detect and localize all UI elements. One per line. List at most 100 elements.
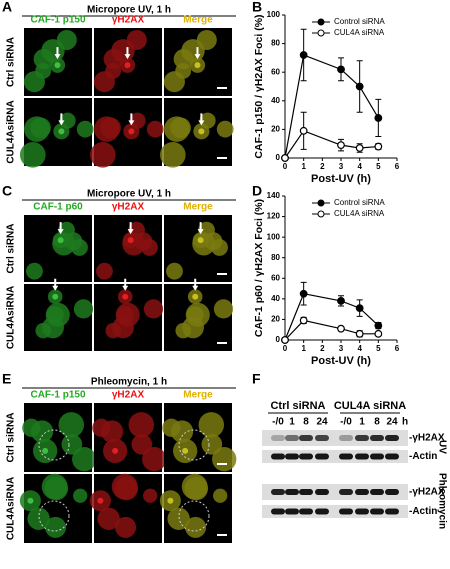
- data-point: [355, 144, 364, 152]
- nucleus: [201, 433, 223, 455]
- arrow: [122, 278, 129, 291]
- nucleus: [186, 306, 204, 324]
- blot-strip: [262, 430, 408, 446]
- outline: [178, 500, 210, 532]
- x-tick-label: 2: [320, 344, 325, 353]
- nucleus: [146, 120, 164, 138]
- data-point: [355, 82, 364, 91]
- arrow: [57, 222, 64, 235]
- panel-title: Micropore UV, 1 h: [87, 189, 171, 200]
- column-label: γH2AX: [112, 390, 145, 401]
- nucleus: [216, 120, 234, 138]
- nucleus: [56, 29, 77, 50]
- band-label: -Actin: [409, 506, 437, 517]
- y-tick-label: 40: [271, 294, 280, 303]
- nucleus: [71, 239, 88, 256]
- y-tick-label: 0: [276, 335, 281, 344]
- nucleus: [30, 420, 54, 443]
- x-axis-label: Post-UV (h): [311, 173, 371, 185]
- data-point: [299, 316, 308, 325]
- nucleus: [105, 62, 122, 79]
- focus: [122, 293, 129, 300]
- legend-label: Control siRNA: [334, 17, 385, 26]
- nucleus: [185, 516, 207, 538]
- legend-marker: [317, 199, 325, 207]
- focus: [57, 237, 64, 244]
- nucleus: [167, 507, 190, 530]
- panel-label: D: [252, 183, 262, 199]
- focus: [127, 237, 134, 244]
- x-tick-label: 2: [320, 162, 325, 171]
- band: [299, 489, 313, 495]
- x-tick-label: 5: [376, 162, 381, 171]
- band: [285, 508, 299, 515]
- nucleus: [143, 299, 164, 319]
- nucleus: [213, 299, 234, 319]
- nucleus: [175, 62, 192, 79]
- data-point: [374, 329, 383, 338]
- nucleus: [143, 488, 158, 503]
- arrow: [58, 113, 65, 126]
- y-tick-label: 0: [276, 153, 281, 162]
- column-label: γH2AX: [112, 15, 145, 26]
- group-label: Ctrl siRNA: [270, 400, 325, 412]
- y-tick-label: 100: [267, 232, 281, 241]
- panel-label: B: [252, 0, 262, 15]
- band: [339, 435, 353, 441]
- column-label: Merge: [183, 202, 213, 213]
- nucleus: [76, 120, 94, 138]
- nucleus: [58, 412, 85, 438]
- x-tick-label: 1: [301, 162, 306, 171]
- nucleus: [27, 507, 50, 530]
- blot-strip: [262, 484, 408, 500]
- row-label: Ctrl siRNA: [6, 223, 17, 273]
- band: [355, 435, 369, 441]
- band-label: -γH2AX: [409, 433, 445, 444]
- nucleus: [170, 117, 191, 139]
- nucleus: [126, 29, 147, 50]
- band: [355, 489, 369, 495]
- nucleus: [44, 476, 69, 501]
- band: [285, 435, 299, 441]
- y-axis-label: CAF-1 p60 / γH2AX Foci (%): [253, 199, 265, 337]
- arrow: [128, 113, 135, 126]
- data-point: [281, 154, 289, 162]
- band: [315, 453, 329, 460]
- treatment-label: Phleomycin: [436, 473, 447, 529]
- nucleus: [116, 306, 134, 324]
- nucleus: [175, 322, 192, 339]
- band-label: -Actin: [409, 451, 437, 462]
- band: [299, 453, 313, 460]
- x-tick-label: 1: [301, 344, 306, 353]
- y-axis-label: CAF-1 p150 / γH2AX Foci (%): [253, 14, 265, 158]
- outline: [178, 429, 210, 461]
- panel-label: C: [2, 183, 12, 199]
- lane-label: 24: [316, 417, 328, 428]
- band: [385, 453, 399, 460]
- band: [299, 435, 313, 441]
- data-point: [374, 321, 383, 330]
- series-line: [284, 319, 379, 341]
- panel-label: F: [252, 371, 261, 387]
- outline: [38, 500, 70, 532]
- y-tick-label: 40: [271, 96, 280, 105]
- lane-label: 1: [359, 417, 365, 428]
- data-point: [355, 304, 364, 313]
- panel-label: E: [2, 371, 11, 387]
- nucleus: [30, 117, 51, 139]
- legend-marker: [317, 29, 325, 37]
- column-label: CAF-1 p150: [30, 390, 85, 401]
- y-tick-label: 80: [271, 253, 280, 262]
- focus: [194, 62, 201, 69]
- y-tick-label: 140: [267, 191, 281, 200]
- nucleus: [58, 221, 75, 239]
- nucleus: [115, 516, 137, 538]
- band: [385, 489, 399, 495]
- nucleus: [198, 412, 225, 438]
- lane-label: -/0: [340, 417, 352, 428]
- nucleus: [131, 433, 153, 455]
- nucleus: [128, 221, 145, 239]
- blot-strip: [262, 450, 408, 463]
- focus: [112, 447, 119, 454]
- focus: [124, 62, 131, 69]
